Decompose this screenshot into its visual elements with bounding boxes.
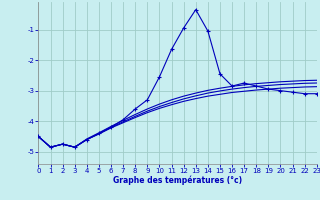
- X-axis label: Graphe des températures (°c): Graphe des températures (°c): [113, 176, 242, 185]
